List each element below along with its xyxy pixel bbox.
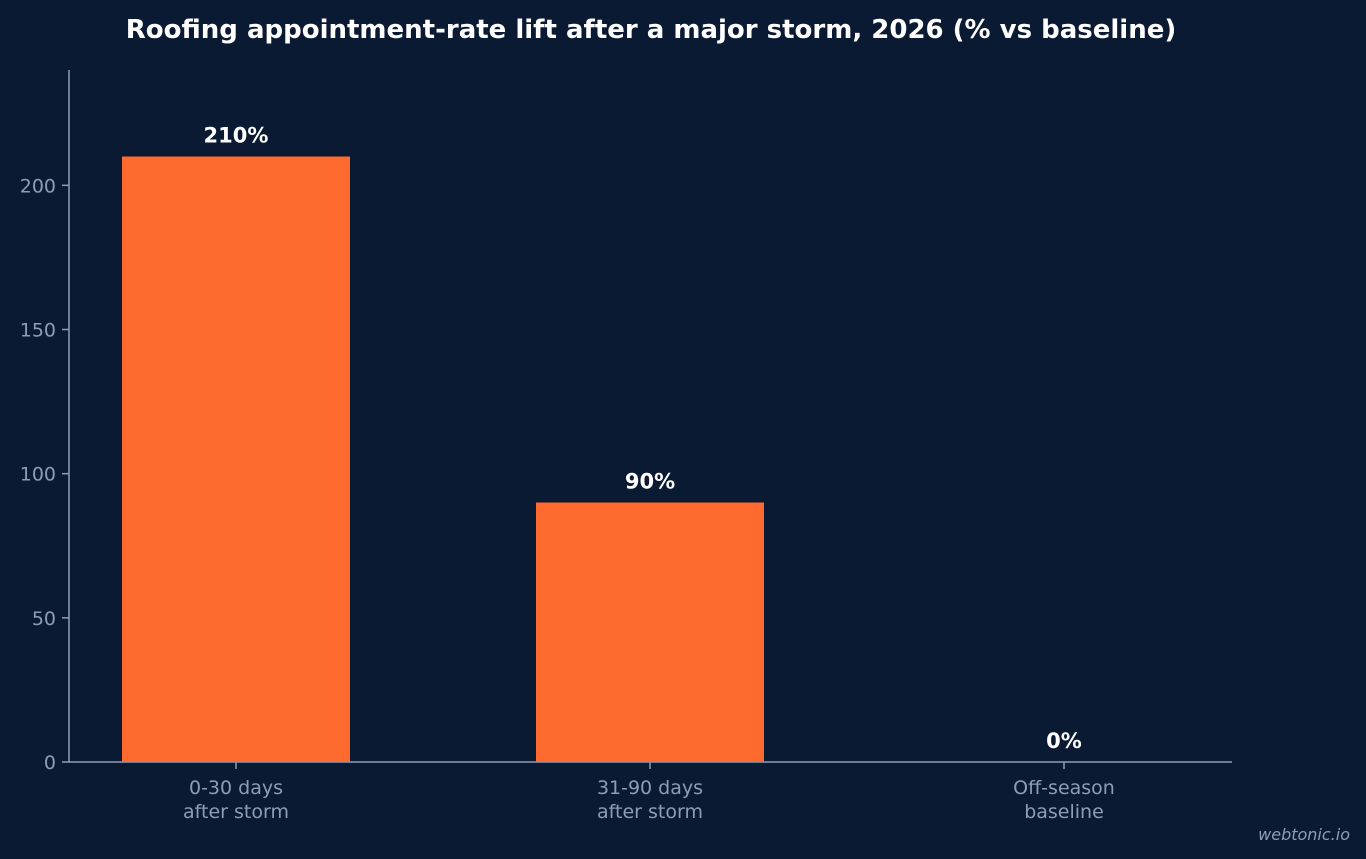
bar-value-label: 0% — [1046, 729, 1082, 753]
y-tick-label: 200 — [20, 175, 56, 197]
bars — [122, 156, 764, 762]
y-tick-label: 0 — [44, 752, 56, 774]
watermark: webtonic.io — [1258, 825, 1350, 844]
x-tick-label: 31-90 days after storm — [597, 777, 703, 823]
bar-value-label: 210% — [204, 124, 269, 148]
bar — [536, 502, 764, 762]
x-tick-label: Off-season baseline — [1013, 777, 1115, 823]
y-tick-label: 50 — [32, 608, 56, 630]
bar-value-label: 90% — [625, 470, 675, 494]
x-tick-label: 0-30 days after storm — [183, 777, 289, 823]
chart-title: Roofing appointment-rate lift after a ma… — [126, 15, 1177, 45]
y-tick-label: 100 — [20, 464, 56, 486]
labels: 210% 0-30 days after storm 90% 31-90 days aft… — [183, 124, 1115, 824]
bar — [122, 156, 350, 762]
y-tick-label: 150 — [20, 320, 56, 342]
